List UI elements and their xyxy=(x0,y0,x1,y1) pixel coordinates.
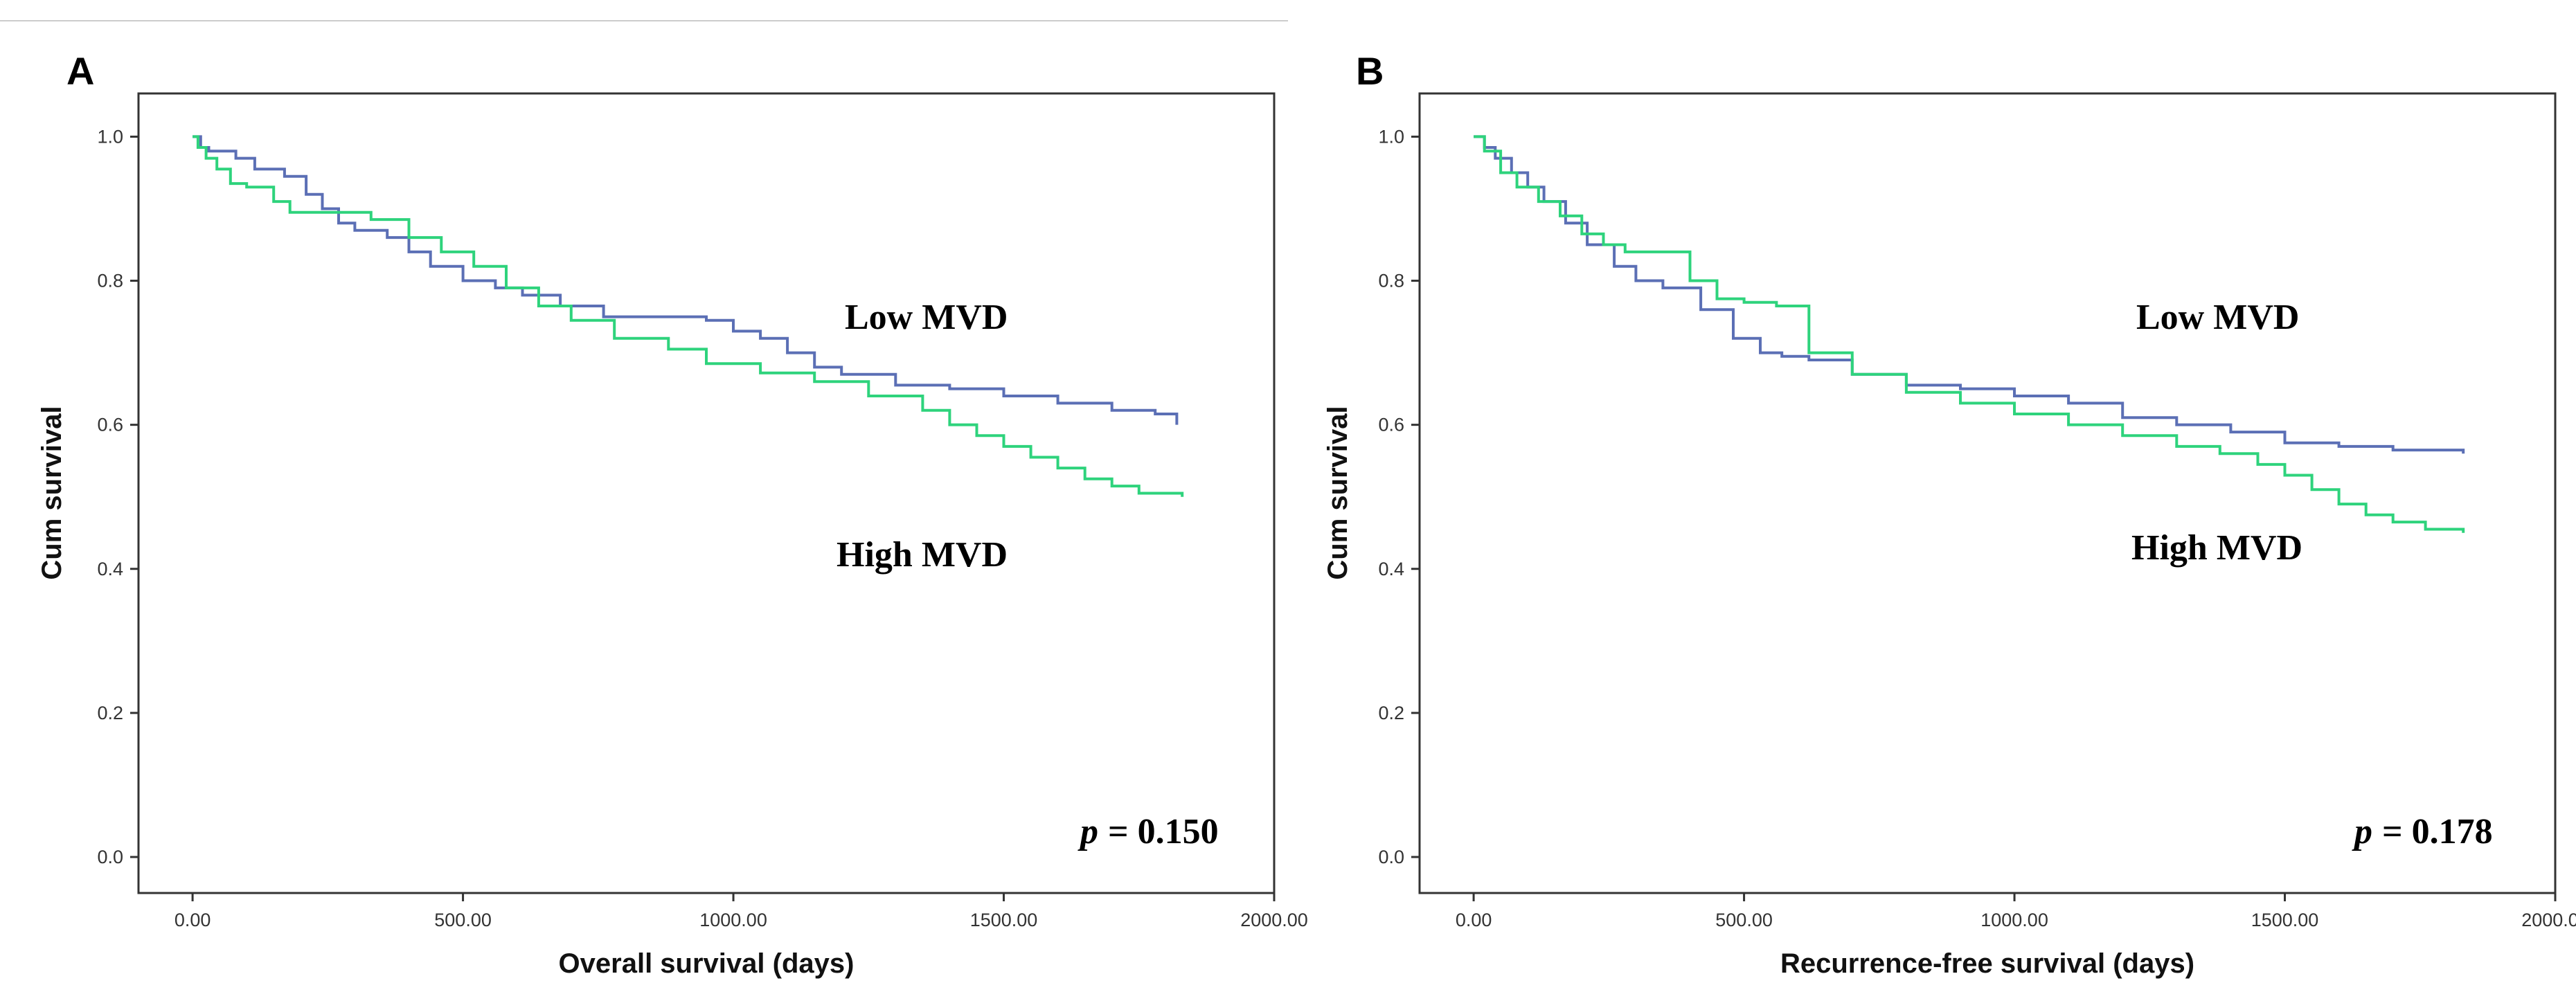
annotation-low-mvd: Low MVD xyxy=(845,298,1008,337)
y-tick-label: 0.2 xyxy=(1378,703,1404,723)
y-axis-title: Cum survival xyxy=(1323,406,1353,579)
x-tick-label: 2000.00 xyxy=(1240,910,1308,930)
x-tick-label: 1000.00 xyxy=(699,910,767,930)
series-line-low-mvd xyxy=(1474,135,2465,454)
y-tick-label: 0.6 xyxy=(97,415,123,435)
series-line-low-mvd xyxy=(193,135,1179,425)
x-axis: 0.00 500.00 1000.00 1500.00 2000.00 xyxy=(175,893,1308,930)
x-tick-label: 500.00 xyxy=(1715,910,1773,930)
y-axis: 0.0 0.2 0.4 0.6 0.8 1.0 xyxy=(1378,126,1420,867)
y-tick-label: 0.4 xyxy=(1378,559,1404,579)
panel-a: A 0.0 0.2 0.4 0.6 0.8 1.0 0.00 500.00 1000.00 15… xyxy=(37,49,1308,979)
p-value: = 0.178 xyxy=(2382,812,2493,851)
annotation-high-mvd: High MVD xyxy=(837,535,1008,575)
x-tick-label: 0.00 xyxy=(175,910,211,930)
series-lines xyxy=(1474,135,2465,533)
y-tick-label: 0.4 xyxy=(97,559,123,579)
series-line-high-mvd xyxy=(193,135,1184,497)
x-tick-label: 0.00 xyxy=(1456,910,1492,930)
x-axis: 0.00 500.00 1000.00 1500.00 2000.00 xyxy=(1456,893,2576,930)
annotation-low-mvd: Low MVD xyxy=(2136,298,2299,337)
y-axis: 0.0 0.2 0.4 0.6 0.8 1.0 xyxy=(97,126,138,867)
y-tick-label: 0.6 xyxy=(1378,415,1404,435)
y-tick-label: 1.0 xyxy=(1378,126,1404,147)
p-value: = 0.150 xyxy=(1108,812,1219,851)
plot-frame xyxy=(1418,92,2557,894)
series-lines xyxy=(193,135,1184,497)
x-tick-label: 1500.00 xyxy=(970,910,1038,930)
y-tick-label: 0.8 xyxy=(1378,271,1404,291)
y-tick-label: 0.2 xyxy=(97,703,123,723)
p-symbol: p xyxy=(1077,812,1098,851)
panel-b: B 0.0 0.2 0.4 0.6 0.8 1.0 0.00 500.00 1000.00 15… xyxy=(1323,49,2576,979)
x-tick-label: 2000.00 xyxy=(2521,910,2576,930)
y-tick-label: 0.8 xyxy=(97,271,123,291)
x-tick-label: 500.00 xyxy=(434,910,492,930)
panel-letter: B xyxy=(1356,49,1384,93)
plot-frame xyxy=(137,92,1276,894)
p-value-annotation: p = 0.178 xyxy=(2352,812,2493,851)
x-tick-label: 1500.00 xyxy=(2251,910,2319,930)
x-axis-title: Overall survival (days) xyxy=(559,948,855,979)
y-axis-title: Cum survival xyxy=(37,406,67,579)
y-tick-label: 0.0 xyxy=(1378,847,1404,867)
y-tick-label: 1.0 xyxy=(97,126,123,147)
y-tick-label: 0.0 xyxy=(97,847,123,867)
p-symbol: p xyxy=(2352,812,2372,851)
x-axis-title: Recurrence-free survival (days) xyxy=(1780,948,2194,979)
x-tick-label: 1000.00 xyxy=(1980,910,2048,930)
p-value-annotation: p = 0.150 xyxy=(1077,812,1219,851)
panel-letter: A xyxy=(66,49,94,93)
series-line-high-mvd xyxy=(1474,135,2465,533)
annotation-high-mvd: High MVD xyxy=(2131,528,2302,568)
